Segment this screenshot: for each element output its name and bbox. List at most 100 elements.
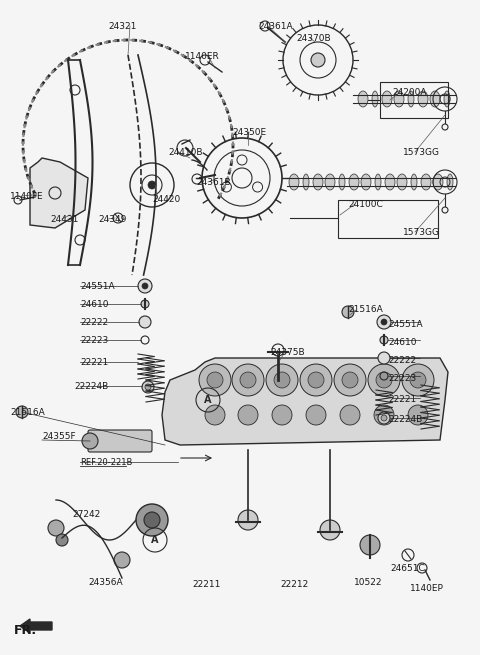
- Circle shape: [360, 535, 380, 555]
- Circle shape: [232, 364, 264, 396]
- Circle shape: [199, 364, 231, 396]
- Text: 22211: 22211: [192, 580, 220, 589]
- Ellipse shape: [372, 91, 378, 107]
- Circle shape: [374, 405, 394, 425]
- Text: 27242: 27242: [72, 510, 100, 519]
- Text: 24551A: 24551A: [388, 320, 422, 329]
- Circle shape: [380, 336, 388, 344]
- Circle shape: [145, 384, 151, 390]
- Text: A: A: [151, 535, 159, 545]
- Circle shape: [378, 352, 390, 364]
- Ellipse shape: [313, 174, 323, 190]
- Text: 22222: 22222: [80, 318, 108, 327]
- Text: 22222: 22222: [388, 356, 416, 365]
- Circle shape: [138, 279, 152, 293]
- Text: 10522: 10522: [354, 578, 383, 587]
- Circle shape: [368, 364, 400, 396]
- Circle shape: [272, 405, 292, 425]
- Ellipse shape: [430, 91, 440, 107]
- Ellipse shape: [421, 174, 431, 190]
- Circle shape: [410, 372, 426, 388]
- Circle shape: [142, 381, 154, 393]
- Text: FR.: FR.: [14, 624, 37, 637]
- Circle shape: [207, 372, 223, 388]
- Circle shape: [340, 405, 360, 425]
- Ellipse shape: [289, 174, 299, 190]
- Text: 24361A: 24361A: [258, 22, 293, 31]
- Text: 1573GG: 1573GG: [403, 148, 440, 157]
- Ellipse shape: [361, 174, 371, 190]
- Ellipse shape: [397, 174, 407, 190]
- Circle shape: [334, 364, 366, 396]
- Text: 22221: 22221: [388, 395, 416, 404]
- Text: 24431: 24431: [50, 215, 78, 224]
- Circle shape: [205, 405, 225, 425]
- Text: 24651C: 24651C: [390, 564, 425, 573]
- Ellipse shape: [444, 91, 450, 107]
- Circle shape: [238, 510, 258, 530]
- Ellipse shape: [418, 91, 428, 107]
- Text: 24361B: 24361B: [196, 178, 230, 187]
- Text: 24356A: 24356A: [88, 578, 122, 587]
- Ellipse shape: [382, 91, 392, 107]
- Ellipse shape: [339, 174, 345, 190]
- Circle shape: [381, 415, 387, 421]
- Text: 24551A: 24551A: [80, 282, 115, 291]
- Ellipse shape: [385, 174, 395, 190]
- Ellipse shape: [358, 91, 368, 107]
- Circle shape: [240, 372, 256, 388]
- Text: 22212: 22212: [280, 580, 308, 589]
- Ellipse shape: [411, 174, 417, 190]
- Text: A: A: [204, 395, 212, 405]
- Circle shape: [311, 53, 325, 67]
- Text: 24321: 24321: [108, 22, 136, 31]
- Circle shape: [408, 405, 428, 425]
- Circle shape: [148, 181, 156, 189]
- Text: 21516A: 21516A: [348, 305, 383, 314]
- Circle shape: [136, 504, 168, 536]
- Circle shape: [300, 364, 332, 396]
- Ellipse shape: [433, 174, 443, 190]
- Circle shape: [114, 552, 130, 568]
- Ellipse shape: [303, 174, 309, 190]
- Circle shape: [320, 520, 340, 540]
- Circle shape: [381, 319, 387, 325]
- Text: 24610: 24610: [80, 300, 108, 309]
- Circle shape: [144, 512, 160, 528]
- Ellipse shape: [394, 91, 404, 107]
- Circle shape: [16, 406, 28, 418]
- Text: 24100C: 24100C: [348, 200, 383, 209]
- Ellipse shape: [325, 174, 335, 190]
- Text: 1140FE: 1140FE: [10, 192, 44, 201]
- Text: 24349: 24349: [98, 215, 126, 224]
- Ellipse shape: [408, 91, 414, 107]
- Text: 24610: 24610: [388, 338, 417, 347]
- Text: 22221: 22221: [80, 358, 108, 367]
- Polygon shape: [30, 158, 88, 228]
- Text: REF.20-221B: REF.20-221B: [80, 458, 132, 467]
- Circle shape: [274, 372, 290, 388]
- Text: 1140EP: 1140EP: [410, 584, 444, 593]
- Ellipse shape: [447, 174, 453, 190]
- Circle shape: [48, 520, 64, 536]
- Ellipse shape: [349, 174, 359, 190]
- Circle shape: [306, 405, 326, 425]
- Text: 1573GG: 1573GG: [403, 228, 440, 237]
- Circle shape: [342, 372, 358, 388]
- Text: 1140ER: 1140ER: [185, 52, 220, 61]
- Circle shape: [377, 315, 391, 329]
- Text: 21516A: 21516A: [10, 408, 45, 417]
- Ellipse shape: [375, 174, 381, 190]
- Circle shape: [82, 433, 98, 449]
- Text: 22224B: 22224B: [388, 415, 422, 424]
- Circle shape: [266, 364, 298, 396]
- Circle shape: [308, 372, 324, 388]
- Text: 24375B: 24375B: [270, 348, 305, 357]
- Circle shape: [378, 412, 390, 424]
- Text: 22223: 22223: [80, 336, 108, 345]
- Text: 24200A: 24200A: [392, 88, 427, 97]
- Circle shape: [402, 364, 434, 396]
- FancyArrow shape: [20, 619, 52, 633]
- Circle shape: [376, 372, 392, 388]
- Circle shape: [139, 316, 151, 328]
